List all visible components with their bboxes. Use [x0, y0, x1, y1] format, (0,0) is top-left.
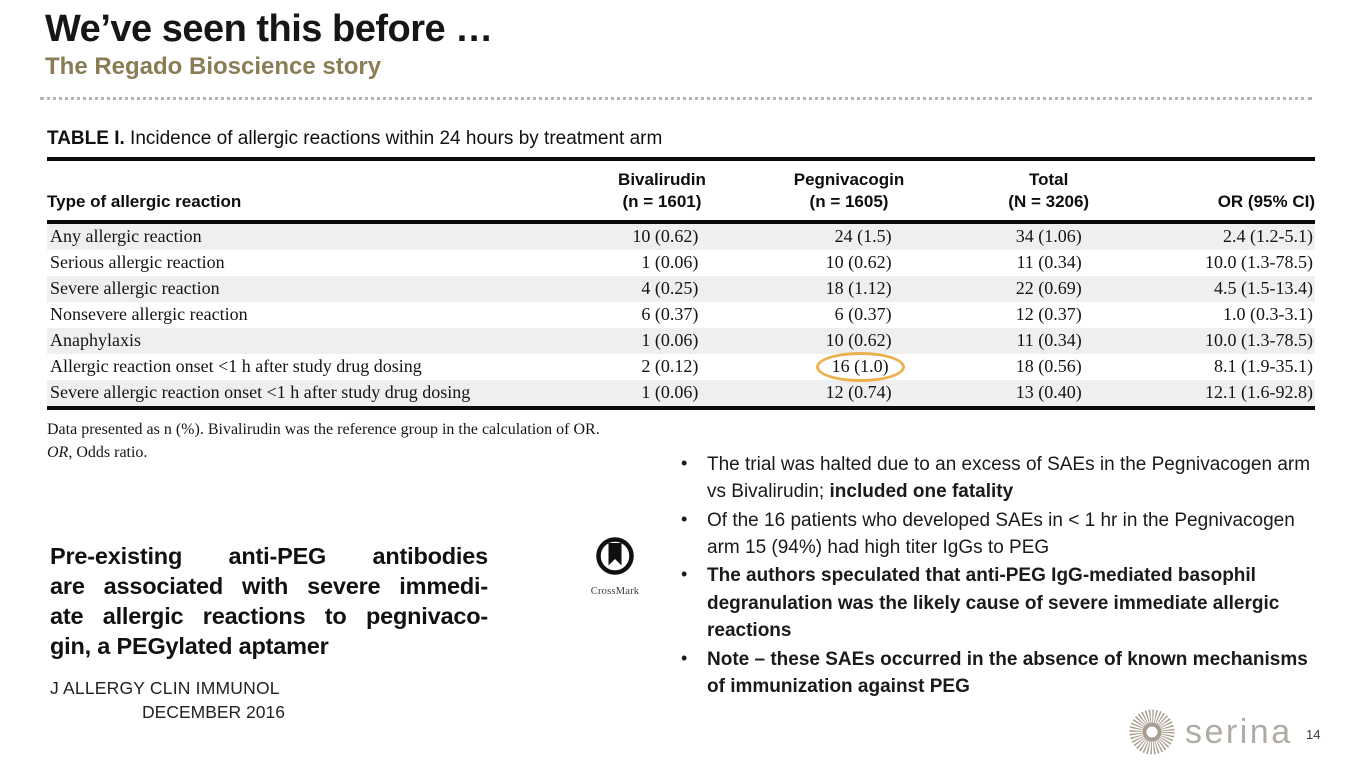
table-row: Anaphylaxis 1 (0.06) 10 (0.62) 11 (0.34)… [47, 328, 1315, 355]
table-row: Severe allergic reaction onset <1 h afte… [47, 380, 1315, 411]
table-header-row: Type of allergic reaction Bivalirudin (n… [47, 159, 1315, 225]
table-caption-text: Incidence of allergic reactions within 2… [124, 128, 663, 149]
sunburst-icon [1129, 709, 1175, 755]
footnote-line-2: OR, Odds ratio. [47, 443, 148, 461]
commentary-bullets: The trial was halted due to an excess of… [676, 451, 1321, 701]
allergic-reactions-table-section: TABLE I. Incidence of allergic reactions… [47, 128, 1315, 464]
paper-citation-block: Pre-existing anti-PEG antibodies are ass… [50, 541, 488, 723]
bullet-item: The authors speculated that anti-PEG IgG… [681, 562, 1321, 644]
column-header-or: OR (95% CI) [1143, 159, 1315, 225]
crossmark-logo: CrossMark [582, 536, 648, 597]
allergic-reactions-table: Type of allergic reaction Bivalirudin (n… [47, 157, 1315, 411]
brand-wordmark: serina [1185, 712, 1293, 751]
dotted-divider [40, 97, 1312, 100]
crossmark-icon [596, 537, 634, 575]
bullet-item: Note – these SAEs occurred in the absenc… [681, 646, 1321, 701]
column-header-type: Type of allergic reaction [47, 159, 580, 225]
table-row-highlighted: Allergic reaction onset <1 h after study… [47, 352, 1315, 383]
crossmark-label: CrossMark [590, 586, 640, 597]
table-footnotes: Data presented as n (%). Bivalirudin was… [47, 419, 1315, 464]
journal-date: DECEMBER 2016 [142, 702, 285, 723]
column-header-total: Total (N = 3206) [953, 159, 1144, 225]
column-header-pegnivacogin: Pegnivacogin (n = 1605) [744, 159, 954, 225]
table-row: Serious allergic reaction 1 (0.06) 10 (0… [50, 252, 1313, 273]
bullet-item: Of the 16 patients who developed SAEs in… [681, 507, 1321, 562]
table-row: Severe allergic reaction 4 (0.25) 18 (1.… [47, 276, 1315, 303]
journal-name: J ALLERGY CLIN IMMUNOL [50, 678, 280, 699]
highlight-ellipse: 16 (1.0) [815, 352, 905, 383]
bullet-item: The trial was halted due to an excess of… [681, 451, 1321, 506]
column-header-bivalirudin: Bivalirudin (n = 1601) [579, 159, 745, 225]
table-row: Nonsevere allergic reaction 6 (0.37) 6 (… [50, 304, 1313, 325]
serina-logo: serina [1128, 708, 1293, 756]
paper-title-line: Pre-existing anti-PEG antibodies [50, 543, 488, 569]
table-caption-label: TABLE I. [47, 128, 125, 149]
paper-title-line: gin, a PEGylated aptamer [50, 633, 329, 660]
paper-title-line: ate allergic reactions to pegnivaco- [50, 603, 488, 630]
table-caption: TABLE I. Incidence of allergic reactions… [47, 128, 1315, 150]
page-title: We’ve seen this before … [45, 8, 493, 50]
page-number: 14 [1306, 727, 1321, 742]
table-row: Any allergic reaction 10 (0.62) 24 (1.5)… [47, 222, 1315, 251]
page-subtitle: The Regado Bioscience story [45, 52, 382, 80]
paper-title-line: are associated with severe immedi- [50, 573, 488, 600]
slide-header: We’ve seen this before … The Regado Bios… [45, 8, 493, 81]
footnote-line-1: Data presented as n (%). Bivalirudin was… [47, 421, 600, 439]
